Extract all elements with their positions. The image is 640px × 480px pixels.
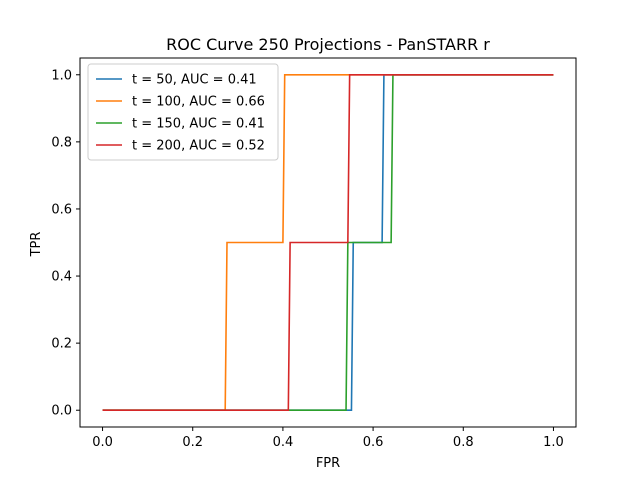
x-tick-label: 0.6 <box>363 435 384 450</box>
legend-label: t = 200, AUC = 0.52 <box>132 139 265 154</box>
plot-frame <box>79 57 577 428</box>
y-axis: 0.0 0.2 0.4 0.6 0.8 1.0 <box>51 68 80 419</box>
series-group <box>102 73 554 412</box>
legend-label: t = 50, AUC = 0.41 <box>132 73 257 88</box>
legend-label: t = 100, AUC = 0.66 <box>132 95 265 110</box>
y-tick-label: 0.0 <box>51 404 72 419</box>
x-axis: 0.0 0.2 0.4 0.6 0.8 1.0 <box>92 427 564 450</box>
x-tick-label: 0.4 <box>273 435 294 450</box>
series-line-4 <box>102 73 554 412</box>
legend-label: t = 150, AUC = 0.41 <box>132 117 265 132</box>
x-axis-title: FPR <box>316 456 340 471</box>
y-tick-label: 0.2 <box>51 337 72 352</box>
legend: t = 50, AUC = 0.41 t = 100, AUC = 0.66 t =… <box>87 63 279 161</box>
x-tick-label: 1.0 <box>543 435 564 450</box>
y-axis-title: TPR <box>29 232 44 258</box>
y-tick-label: 0.8 <box>51 135 72 150</box>
y-tick-label: 0.6 <box>51 202 72 217</box>
y-tick-label: 1.0 <box>51 68 72 83</box>
x-tick-label: 0.0 <box>92 435 113 450</box>
chart-title: ROC Curve 250 Projections - PanSTARR r <box>166 35 490 54</box>
x-tick-label: 0.2 <box>182 435 203 450</box>
x-tick-label: 0.8 <box>453 435 474 450</box>
legend-box <box>87 63 279 161</box>
y-tick-label: 0.4 <box>51 270 72 285</box>
